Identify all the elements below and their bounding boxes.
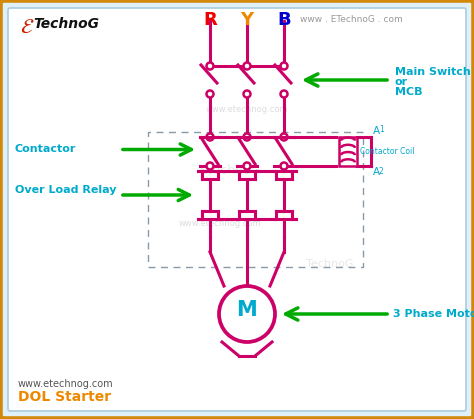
Circle shape (207, 91, 213, 98)
Text: $\mathcal{E}$: $\mathcal{E}$ (20, 17, 35, 37)
Circle shape (244, 91, 250, 98)
Text: or: or (395, 77, 408, 87)
Circle shape (207, 134, 213, 140)
Circle shape (207, 62, 213, 70)
Circle shape (219, 286, 275, 342)
Circle shape (244, 62, 250, 70)
Text: Over Load Relay: Over Load Relay (15, 185, 117, 195)
Circle shape (244, 134, 250, 140)
Circle shape (281, 163, 288, 170)
Bar (148, 132, 363, 267)
Text: www.etechnog.com: www.etechnog.com (179, 220, 261, 228)
Text: B: B (277, 11, 291, 29)
Bar (339, 137, 357, 166)
Text: www.etechnog.com: www.etechnog.com (18, 379, 114, 389)
Text: ETechnoG: ETechnoG (199, 165, 261, 178)
Text: R: R (203, 11, 217, 29)
Circle shape (281, 62, 288, 70)
Text: A: A (373, 167, 380, 177)
Text: A: A (373, 126, 380, 136)
Text: 3 Phase Motor: 3 Phase Motor (393, 309, 474, 319)
Text: DOL Starter: DOL Starter (18, 390, 111, 404)
Text: TechnoG: TechnoG (33, 17, 99, 31)
Text: www.etechnog.com: www.etechnog.com (206, 104, 288, 114)
Circle shape (281, 134, 288, 140)
Text: 2: 2 (379, 167, 384, 176)
Text: Contactor: Contactor (15, 145, 76, 155)
Circle shape (244, 163, 250, 170)
Circle shape (281, 91, 288, 98)
FancyBboxPatch shape (8, 8, 466, 411)
Text: MCB: MCB (395, 87, 422, 97)
Text: Contactor Coil: Contactor Coil (360, 147, 414, 156)
Text: www . ETechnoG . com: www . ETechnoG . com (300, 15, 403, 24)
Text: Y: Y (240, 11, 254, 29)
Text: 1: 1 (379, 125, 384, 134)
Circle shape (207, 163, 213, 170)
Text: TechnoG: TechnoG (306, 259, 354, 269)
Text: M: M (237, 300, 257, 320)
Text: Main Switch: Main Switch (395, 67, 471, 77)
